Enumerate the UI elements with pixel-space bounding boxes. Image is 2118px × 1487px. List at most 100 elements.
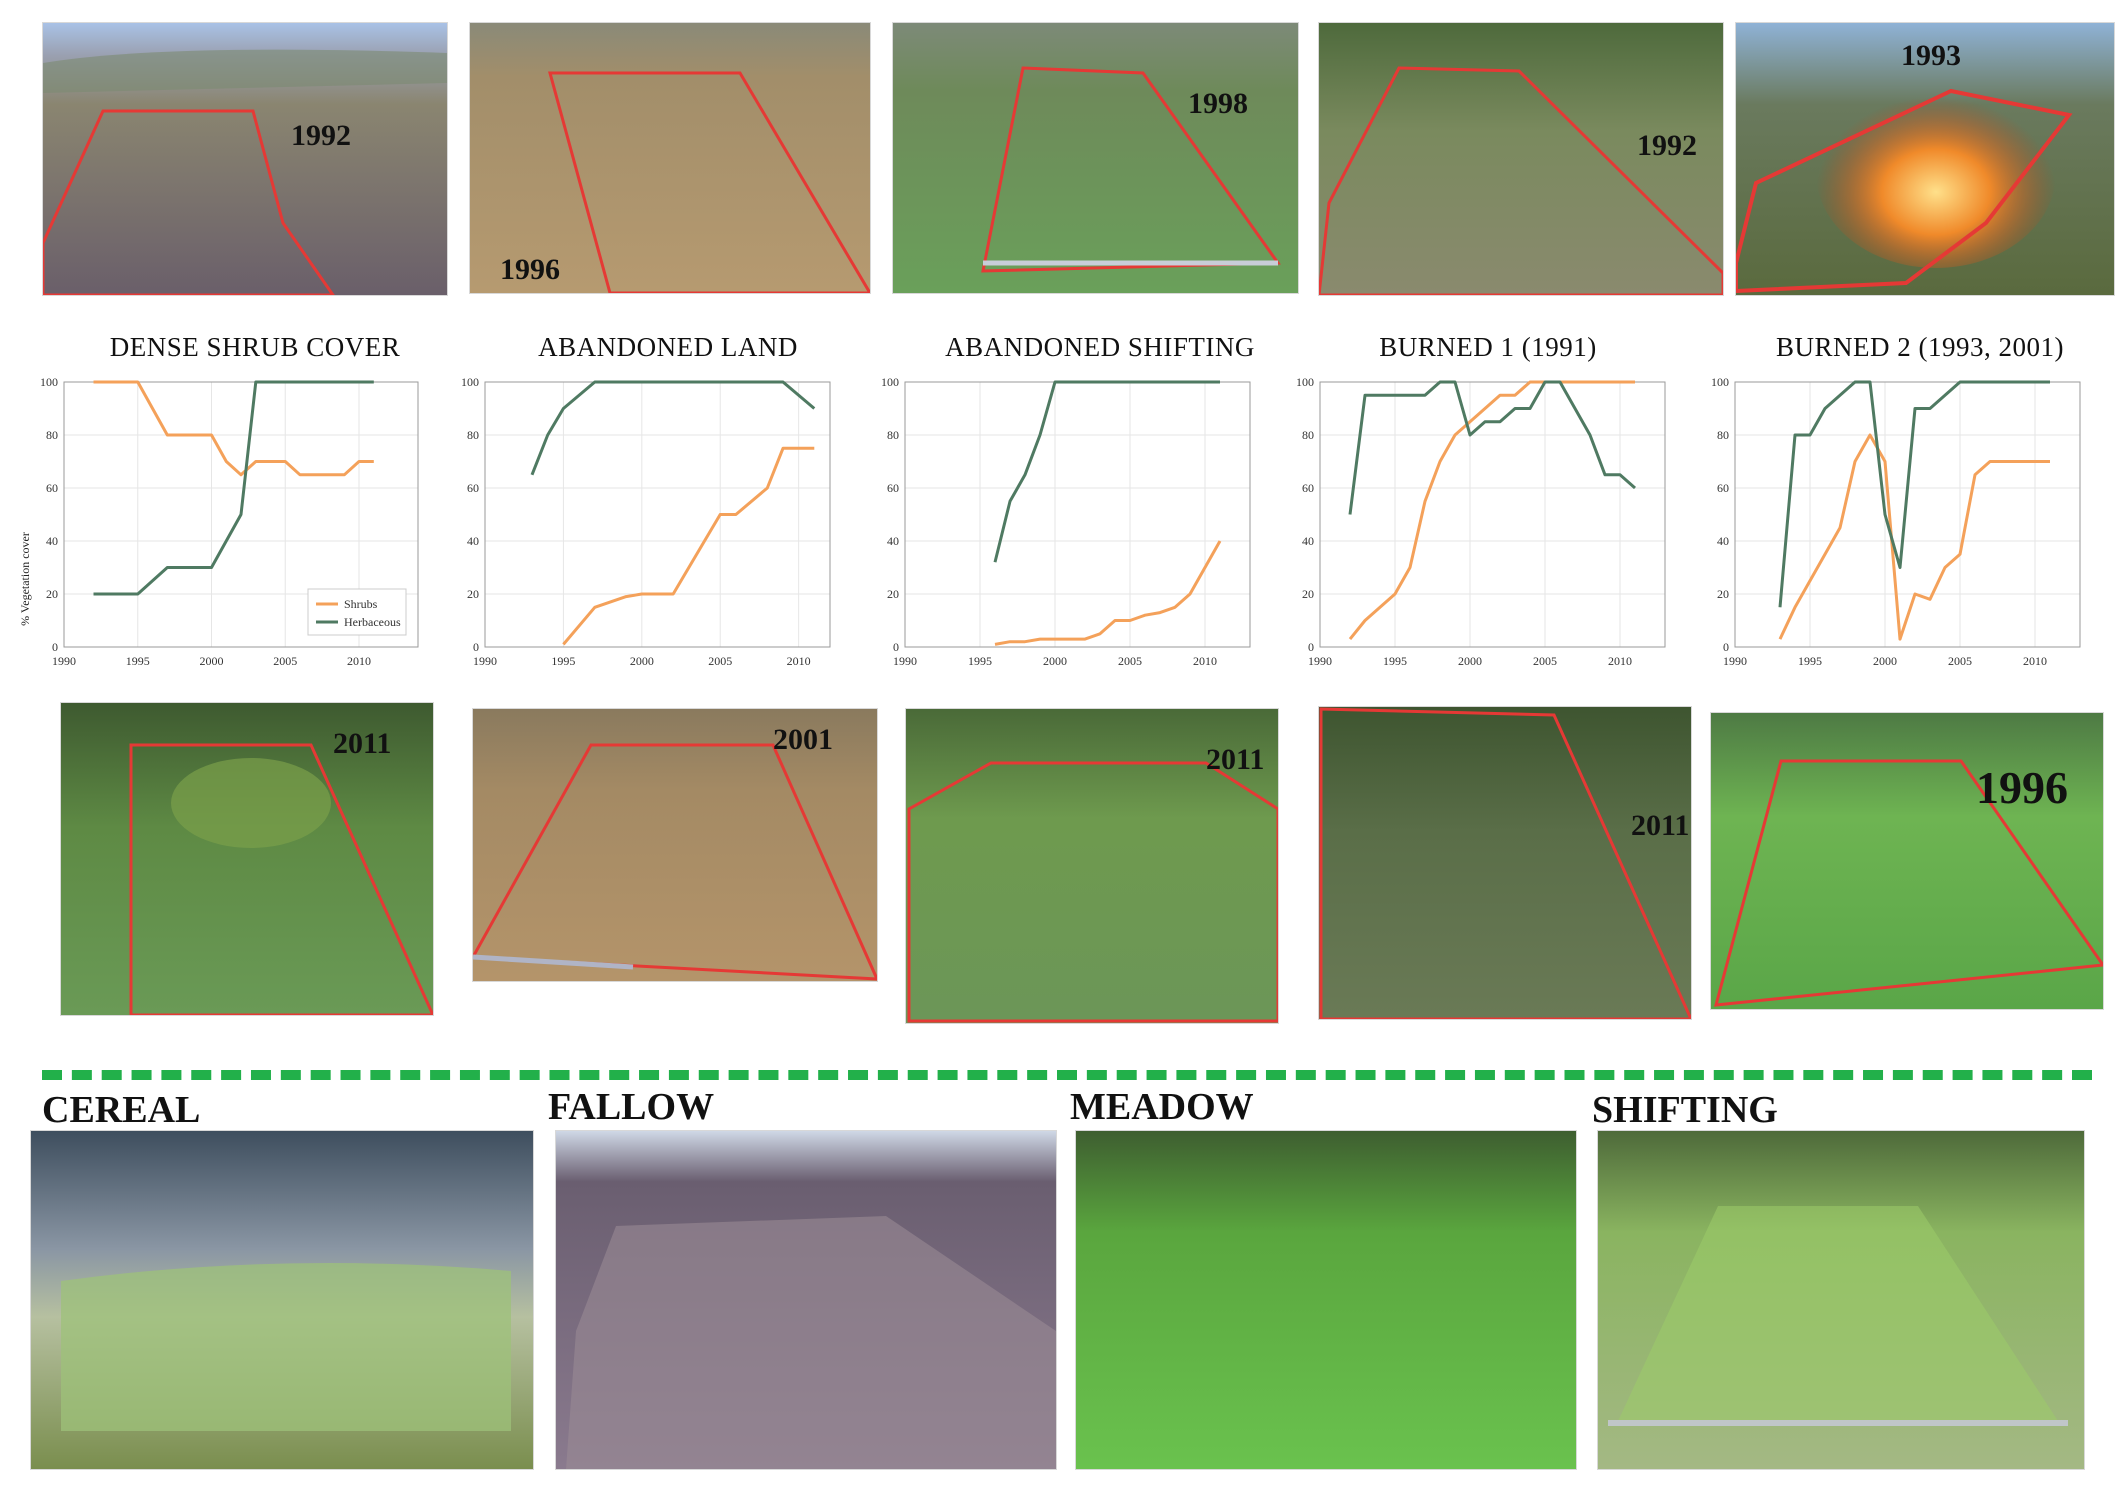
chart-5: BURNED 2 (1993, 2001) 0 20 40 60 80 100 1990 199… (1711, 332, 2081, 668)
mid-photo-2: 2001 (472, 708, 878, 982)
series-line-shrubs (994, 540, 1222, 646)
y-tick-label: 40 (467, 534, 479, 548)
section-label-fallow: FALLOW (548, 1086, 715, 1128)
y-tick-label: 60 (46, 481, 58, 495)
plot-frame (484, 381, 831, 648)
mid-photo-2-year: 2001 (773, 723, 833, 756)
y-tick-label: 60 (1302, 481, 1314, 495)
mid-photo-5-year: 1996 (1976, 762, 2068, 813)
x-tick-label: 1995 (1383, 654, 1407, 668)
y-tick-label: 100 (461, 375, 479, 389)
top-photo-3-year: 1998 (1188, 87, 1248, 120)
y-tick-label: 100 (1296, 375, 1314, 389)
section-label-cereal: CEREAL (42, 1089, 201, 1131)
legend-box (307, 588, 407, 636)
chart-title: BURNED 1 (1991) (1379, 332, 1597, 362)
chart-title: DENSE SHRUB COVER (110, 332, 401, 362)
y-tick-label: 0 (1723, 640, 1729, 654)
section-label-meadow: MEADOW (1070, 1086, 1254, 1128)
series-line-herbaceous (530, 380, 816, 476)
x-tick-label: 2005 (273, 654, 297, 668)
plot-frame (63, 381, 419, 648)
x-tick-label: 2000 (200, 654, 224, 668)
x-tick-label: 2010 (1608, 654, 1632, 668)
bottom-photo-fallow (555, 1130, 1057, 1470)
y-tick-label: 100 (1711, 375, 1729, 389)
chart-3: ABANDONED SHIFTING 0 20 40 60 80 100 1990 1995 20… (881, 332, 1255, 668)
x-tick-label: 2000 (630, 654, 654, 668)
x-tick-label: 1995 (968, 654, 992, 668)
y-tick-label: 40 (1302, 534, 1314, 548)
top-photo-4-year: 1992 (1637, 129, 1697, 162)
y-tick-label: 80 (467, 428, 479, 442)
chart-legend: Shrubs Herbaceous (307, 588, 407, 636)
y-tick-label: 20 (1302, 587, 1314, 601)
x-tick-label: 2005 (708, 654, 732, 668)
chart-title: BURNED 2 (1993, 2001) (1776, 332, 2064, 362)
series-line-shrubs (562, 446, 815, 646)
legend-label-shrubs: Shrubs (344, 597, 378, 611)
section-label-shifting: SHIFTING (1592, 1089, 1778, 1131)
y-tick-label: 0 (473, 640, 479, 654)
x-tick-label: 2005 (1533, 654, 1557, 668)
series-line-shrubs (1778, 433, 2050, 641)
y-tick-label: 0 (52, 640, 58, 654)
mid-photo-3-year: 2011 (1206, 743, 1264, 776)
y-tick-label: 100 (881, 375, 899, 389)
mid-photo-3: 2011 (905, 708, 1279, 1024)
top-photo-1: 1992 (42, 22, 448, 296)
mid-photo-1: 2011 (60, 702, 434, 1016)
plot-frame (1319, 381, 1666, 648)
mid-photo-1-year: 2011 (333, 727, 391, 760)
bottom-photo-shifting (1597, 1130, 2085, 1470)
plot-frame (1734, 381, 2081, 648)
mid-photo-5: 1996 (1710, 712, 2104, 1010)
top-photo-2-year: 1996 (500, 253, 560, 286)
top-photo-5-year: 1993 (1901, 39, 1961, 72)
x-tick-label: 2000 (1873, 654, 1897, 668)
x-tick-label: 1995 (1798, 654, 1822, 668)
x-tick-label: 2000 (1458, 654, 1482, 668)
top-photo-2: 1996 (469, 22, 871, 294)
y-tick-label: 20 (467, 587, 479, 601)
y-tick-label: 40 (1717, 534, 1729, 548)
y-tick-label: 60 (1717, 481, 1729, 495)
series-line-herbaceous (1348, 380, 1636, 515)
y-tick-label: 80 (46, 428, 58, 442)
top-photo-3: 1998 (892, 22, 1299, 294)
series-line-shrubs (93, 380, 374, 477)
series-line-herbaceous (993, 380, 1220, 563)
mid-photo-4-year: 2011 (1631, 809, 1689, 842)
y-tick-label: 0 (893, 640, 899, 654)
x-tick-label: 2005 (1948, 654, 1972, 668)
x-tick-label: 1990 (893, 654, 917, 668)
plot-frame (904, 381, 1251, 648)
chart-title: ABANDONED SHIFTING (945, 332, 1255, 362)
series-line-shrubs (1348, 380, 1635, 641)
y-tick-label: 40 (887, 534, 899, 548)
x-tick-label: 2010 (2023, 654, 2047, 668)
chart-2: ABANDONED LAND 0 20 40 60 80 100 1990 1995 2000 20… (461, 332, 831, 668)
x-tick-label: 2010 (1193, 654, 1217, 668)
x-tick-label: 2000 (1043, 654, 1067, 668)
y-tick-label: 20 (46, 587, 58, 601)
x-tick-label: 2005 (1118, 654, 1142, 668)
x-tick-label: 1990 (52, 654, 76, 668)
series-line-herbaceous (93, 380, 374, 596)
x-tick-label: 1990 (1308, 654, 1332, 668)
y-tick-label: 60 (887, 481, 899, 495)
bottom-photo-meadow (1075, 1130, 1577, 1470)
chart-title: ABANDONED LAND (538, 332, 798, 362)
x-tick-label: 2010 (787, 654, 811, 668)
series-line-herbaceous (1778, 380, 2050, 608)
y-tick-label: 80 (887, 428, 899, 442)
y-axis-label: % Vegetation cover (18, 532, 32, 626)
y-tick-label: 60 (467, 481, 479, 495)
top-photo-1-year: 1992 (291, 119, 351, 152)
y-tick-label: 40 (46, 534, 58, 548)
x-tick-label: 1995 (126, 654, 150, 668)
y-tick-label: 0 (1308, 640, 1314, 654)
vegetation-cover-charts: % Vegetation cover DENSE SHRUB COVER 0 20 4… (18, 332, 2081, 668)
mid-photo-4: 2011 (1318, 706, 1692, 1020)
y-tick-label: 80 (1302, 428, 1314, 442)
